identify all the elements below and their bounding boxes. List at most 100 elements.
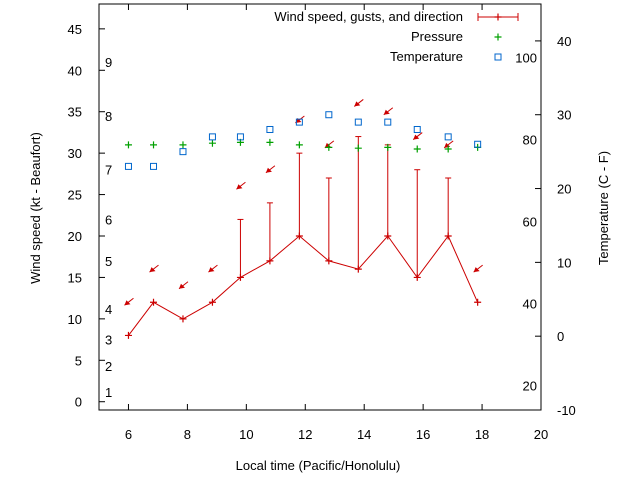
pressure-point [384, 143, 392, 151]
temperature-point [236, 133, 244, 141]
direction-arrow-head [208, 267, 215, 273]
legend: Wind speed, gusts, and direction Pressur… [274, 9, 519, 64]
beaufort-label: 6 [105, 212, 112, 227]
legend-label-pressure: Pressure [411, 29, 463, 44]
y-tick-label-left: 30 [68, 146, 82, 161]
beaufort-label: 1 [105, 385, 112, 400]
direction-arrow-head [178, 283, 185, 289]
temperature-point [325, 111, 333, 119]
fahrenheit-label: 20 [523, 378, 537, 393]
fahrenheit-label: 80 [523, 132, 537, 147]
direction-arrow-head [383, 109, 390, 115]
y-tick-label-left: 40 [68, 63, 82, 78]
wind-point [179, 315, 187, 323]
pressure-point [266, 138, 274, 146]
legend-label-wind: Wind speed, gusts, and direction [274, 9, 463, 24]
y-tick-label-right: 0 [557, 329, 564, 344]
y-tick-label-left: 0 [75, 395, 82, 410]
y-axis-label-right: Temperature (C - F) [596, 151, 611, 265]
pressure-point [413, 145, 421, 153]
pressure-point [295, 141, 303, 149]
x-tick-label: 10 [239, 427, 253, 442]
temperature-point [384, 118, 392, 126]
temperature-point [208, 133, 216, 141]
beaufort-label: 7 [105, 163, 112, 178]
y-tick-label-left: 15 [68, 270, 82, 285]
temperature-point [354, 118, 362, 126]
y-tick-label-left: 5 [75, 353, 82, 368]
beaufort-label: 8 [105, 109, 112, 124]
x-tick-label: 6 [125, 427, 132, 442]
beaufort-label: 2 [105, 359, 112, 374]
pressure-point [124, 141, 132, 149]
y-tick-label-left: 25 [68, 188, 82, 203]
pressure-point [354, 144, 362, 152]
temperature-point [266, 125, 274, 133]
legend-sample-temperature [494, 53, 502, 61]
series-group [124, 99, 483, 339]
beaufort-label: 5 [105, 254, 112, 269]
wind-point [354, 265, 362, 273]
direction-arrow-head [473, 267, 480, 273]
beaufort-label: 4 [105, 302, 112, 317]
x-tick-label: 18 [475, 427, 489, 442]
fahrenheit-label: 100 [515, 50, 537, 65]
temperature-point [413, 125, 421, 133]
direction-arrow-head [265, 167, 272, 173]
x-tick-label: 8 [184, 427, 191, 442]
pressure-point [325, 143, 333, 151]
axis-ticks-group [99, 4, 542, 411]
legend-sample-wind-marker [494, 13, 502, 21]
wind-point [444, 232, 452, 240]
x-tick-label: 14 [357, 427, 371, 442]
pressure-point [208, 139, 216, 147]
temperature-point [150, 162, 158, 170]
direction-arrow-head [149, 267, 156, 273]
wind-point [295, 232, 303, 240]
plot-frame [98, 3, 542, 411]
temperature-point [179, 148, 187, 156]
direction-arrow-head [413, 134, 420, 140]
pressure-point [179, 141, 187, 149]
wind-point [124, 331, 132, 339]
wind-point [150, 298, 158, 306]
y-axis-label-left: Wind speed (kt - Beaufort) [28, 132, 43, 284]
fahrenheit-label: 40 [523, 296, 537, 311]
y-tick-label-right: 30 [557, 108, 571, 123]
legend-label-temperature: Temperature [390, 49, 463, 64]
wind-point [208, 298, 216, 306]
temperature-point [295, 118, 303, 126]
wind-point [413, 273, 421, 281]
x-tick-label: 12 [298, 427, 312, 442]
temperature-point [444, 133, 452, 141]
wind-point [474, 298, 482, 306]
y-tick-label-left: 10 [68, 312, 82, 327]
pressure-point [150, 141, 158, 149]
wind-point [384, 232, 392, 240]
tick-labels-group: 6 8 10 12 14 16 18 2005101520253035404512345678… [68, 22, 576, 442]
temperature-point [124, 162, 132, 170]
wind-point [236, 273, 244, 281]
y-tick-label-left: 20 [68, 229, 82, 244]
y-tick-label-left: 45 [68, 22, 82, 37]
beaufort-label: 9 [105, 55, 112, 70]
direction-arrow-head [354, 101, 361, 107]
direction-arrow-head [124, 300, 131, 306]
wind-point [266, 257, 274, 265]
x-tick-label: 20 [534, 427, 548, 442]
x-tick-label: 16 [416, 427, 430, 442]
wind-point [325, 257, 333, 265]
pressure-point [444, 145, 452, 153]
y-tick-label-right: 10 [557, 255, 571, 270]
y-tick-label-right: 20 [557, 182, 571, 197]
y-tick-label-right: -10 [557, 403, 576, 418]
legend-sample-pressure [494, 33, 502, 41]
direction-arrow-head [236, 184, 243, 190]
y-tick-label-right: 40 [557, 34, 571, 49]
y-tick-label-left: 35 [68, 105, 82, 120]
fahrenheit-label: 60 [523, 214, 537, 229]
temperature-point [474, 140, 482, 148]
beaufort-label: 3 [105, 333, 112, 348]
